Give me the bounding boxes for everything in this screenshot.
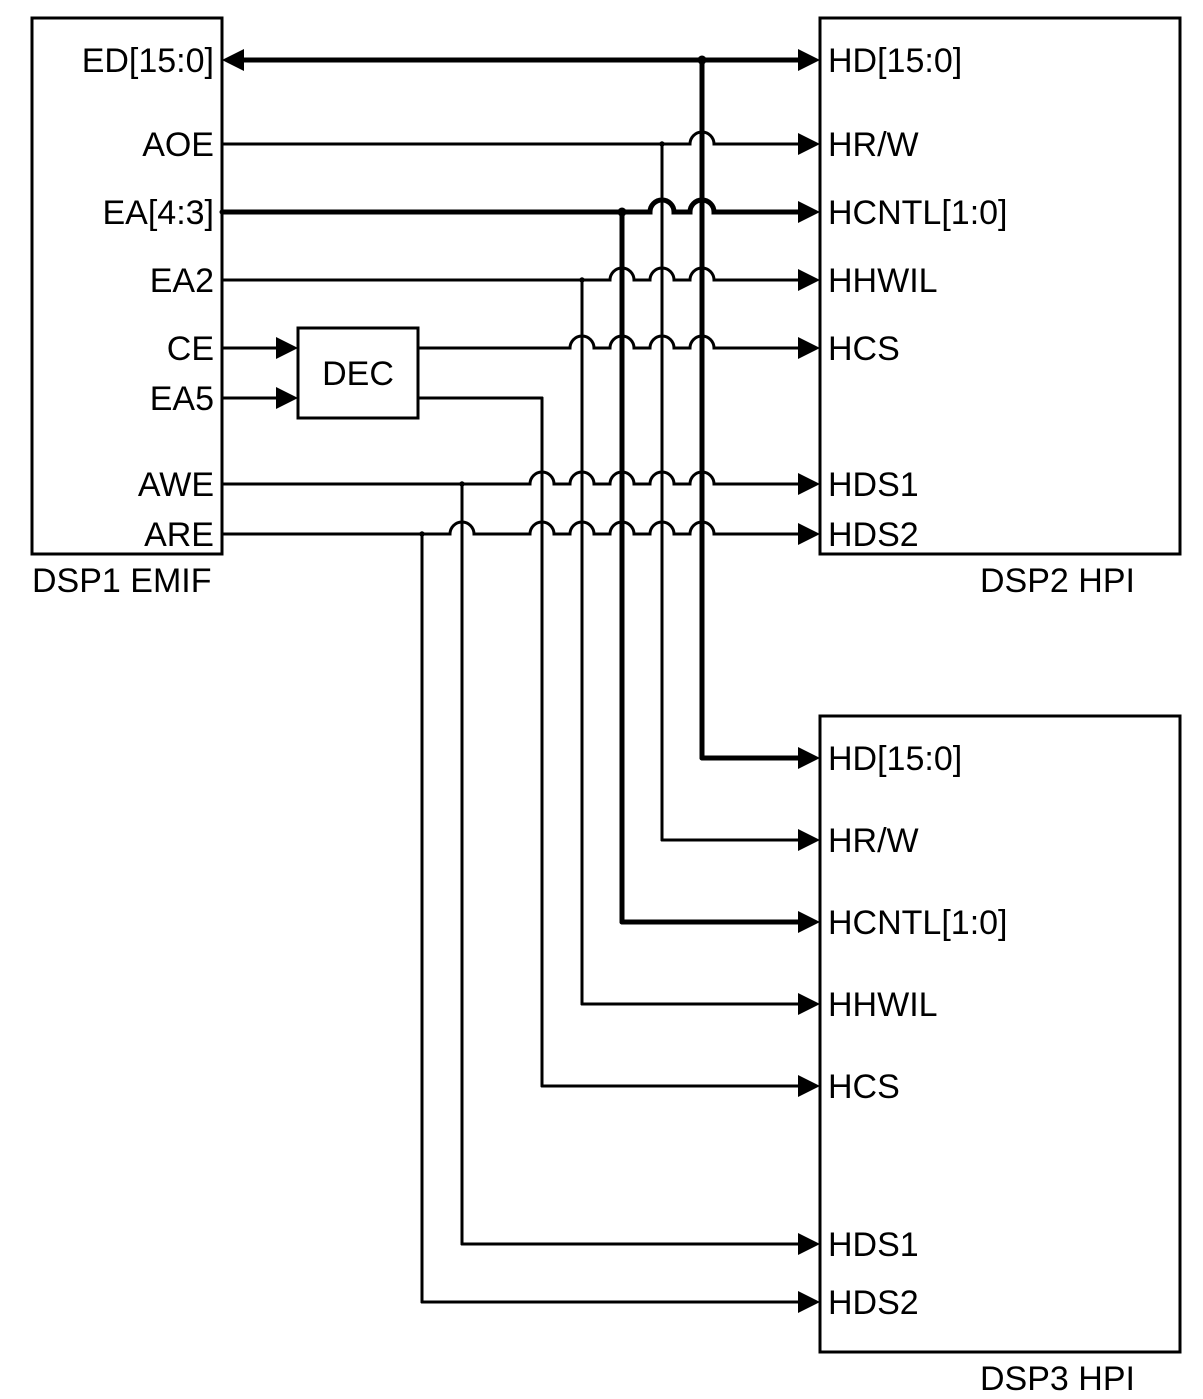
dsp2-signal-HRW: HR/W (828, 126, 919, 164)
dsp1-signal-AOE: AOE (142, 126, 214, 164)
dsp1-signal-AWE: AWE (138, 466, 214, 504)
dsp3-signal-HD: HD[15:0] (828, 740, 962, 778)
dsp3-signal-HDS2: HDS2 (828, 1284, 919, 1322)
diagram-canvas: ED[15:0] AOE EA[4:3] EA2 CE EA5 AWE ARE HD[15:0]… (0, 0, 1203, 1399)
dsp3-signal-HDS1: HDS1 (828, 1226, 919, 1264)
dsp3-signal-HHWIL: HHWIL (828, 986, 938, 1024)
dsp2-signal-HD: HD[15:0] (828, 42, 962, 80)
dsp1-signal-EA2: EA2 (150, 262, 214, 300)
dsp1-label: DSP1 EMIF (32, 562, 211, 600)
dsp3-label: DSP3 HPI (980, 1360, 1135, 1398)
dsp1-signal-EA5: EA5 (150, 380, 214, 418)
dsp2-signal-HHWIL: HHWIL (828, 262, 938, 300)
dsp3-signal-HCNTL: HCNTL[1:0] (828, 904, 1008, 942)
dsp1-signal-ARE: ARE (144, 516, 214, 554)
dsp2-label: DSP2 HPI (980, 562, 1135, 600)
dsp3-signal-HCS: HCS (828, 1068, 900, 1106)
dsp3-signal-HRW: HR/W (828, 822, 919, 860)
dsp1-signal-CE: CE (167, 330, 214, 368)
dsp2-signal-HCNTL: HCNTL[1:0] (828, 194, 1008, 232)
dsp2-signal-HCS: HCS (828, 330, 900, 368)
dsp1-signal-ED: ED[15:0] (82, 42, 214, 80)
dsp2-signal-HDS1: HDS1 (828, 466, 919, 504)
dsp1-signal-EA43: EA[4:3] (102, 194, 214, 232)
dsp2-signal-HDS2: HDS2 (828, 516, 919, 554)
dec-label: DEC (322, 355, 394, 393)
